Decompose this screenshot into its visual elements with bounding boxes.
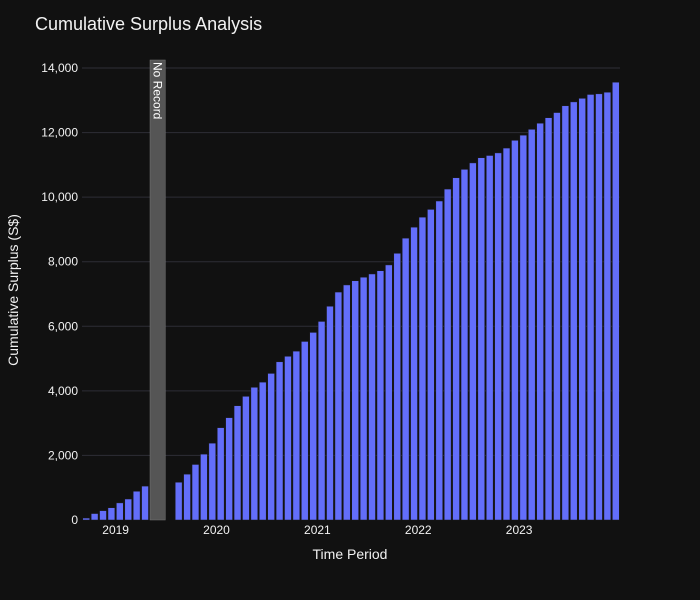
chart-title: Cumulative Surplus Analysis bbox=[35, 14, 262, 34]
bar-48 bbox=[486, 155, 494, 521]
bar-1 bbox=[90, 513, 99, 521]
y-tick-label: 14,000 bbox=[41, 61, 78, 75]
y-tick-label: 0 bbox=[71, 513, 78, 527]
bar-24 bbox=[284, 356, 292, 521]
bar-62 bbox=[603, 91, 612, 521]
x-tick-label-2020: 2020 bbox=[203, 523, 230, 537]
bar-59 bbox=[578, 98, 586, 521]
bar-26 bbox=[301, 341, 309, 521]
bar-4 bbox=[116, 502, 124, 521]
no-record-region: No Record bbox=[149, 59, 166, 521]
bar-22 bbox=[267, 373, 275, 521]
bar-18 bbox=[233, 405, 242, 521]
y-tick-label: 8,000 bbox=[48, 255, 78, 269]
bar-13 bbox=[191, 464, 200, 521]
no-record-label: No Record bbox=[151, 62, 165, 119]
bar-31 bbox=[343, 284, 351, 521]
bar-50 bbox=[502, 147, 511, 521]
bar-32 bbox=[351, 280, 359, 521]
y-axis-label: Cumulative Surplus (S$) bbox=[5, 214, 21, 366]
bar-41 bbox=[427, 209, 435, 521]
bar-60 bbox=[586, 94, 595, 521]
bar-33 bbox=[359, 276, 368, 521]
bar-45 bbox=[460, 169, 469, 521]
bar-61 bbox=[595, 93, 603, 521]
bar-36 bbox=[385, 264, 393, 521]
no-record-band bbox=[149, 59, 166, 521]
bar-34 bbox=[368, 273, 376, 521]
bar-56 bbox=[553, 112, 561, 521]
bar-52 bbox=[519, 134, 528, 521]
y-axis-ticks: 0 2,000 4,000 6,000 8,000 10,000 12,000 14,000 bbox=[41, 61, 78, 527]
bar-15 bbox=[208, 442, 216, 521]
bar-17 bbox=[225, 417, 233, 521]
bar-19 bbox=[242, 396, 250, 521]
x-tick-label-2021: 2021 bbox=[304, 523, 331, 537]
bar-39 bbox=[410, 226, 418, 521]
bar-42 bbox=[435, 200, 443, 521]
bar-0 bbox=[82, 517, 90, 521]
bar-3 bbox=[107, 507, 116, 521]
bar-11 bbox=[174, 481, 183, 521]
bar-38 bbox=[401, 237, 410, 521]
bar-16 bbox=[217, 427, 225, 521]
x-axis-label: Time Period bbox=[313, 546, 388, 562]
bar-43 bbox=[443, 188, 452, 521]
bar-6 bbox=[132, 491, 141, 521]
bar-25 bbox=[292, 350, 301, 521]
y-tick-label: 4,000 bbox=[48, 384, 78, 398]
bar-27 bbox=[309, 332, 317, 521]
bar-53 bbox=[528, 129, 536, 521]
bar-12 bbox=[183, 473, 191, 521]
y-tick-label: 2,000 bbox=[48, 448, 78, 462]
bar-47 bbox=[477, 157, 485, 521]
bar-51 bbox=[511, 140, 519, 521]
bar-37 bbox=[393, 253, 401, 521]
grid-lines bbox=[82, 67, 620, 456]
bar-21 bbox=[259, 381, 267, 521]
bar-7 bbox=[141, 485, 149, 521]
bar-30 bbox=[334, 291, 343, 521]
bar-28 bbox=[317, 321, 326, 521]
x-tick-label-2023: 2023 bbox=[506, 523, 533, 537]
bar-49 bbox=[494, 152, 502, 521]
bar-63 bbox=[612, 81, 620, 521]
bar-55 bbox=[544, 117, 553, 521]
bar-23 bbox=[275, 361, 284, 521]
bar-2 bbox=[99, 510, 107, 521]
bar-54 bbox=[536, 122, 544, 521]
bar-44 bbox=[452, 177, 460, 521]
bar-35 bbox=[376, 270, 385, 521]
x-tick-label-2019: 2019 bbox=[102, 523, 129, 537]
x-tick-label-2022: 2022 bbox=[405, 523, 432, 537]
bar-5 bbox=[124, 498, 132, 521]
bar-58 bbox=[570, 101, 578, 521]
y-tick-label: 10,000 bbox=[41, 190, 78, 204]
y-tick-label: 12,000 bbox=[41, 126, 78, 140]
bar-57 bbox=[561, 105, 570, 521]
bar-46 bbox=[469, 162, 477, 521]
bar-29 bbox=[326, 306, 334, 521]
bar-20 bbox=[250, 387, 259, 521]
bar-14 bbox=[200, 453, 208, 521]
x-axis-ticks: 2019 2020 2021 2022 2023 bbox=[102, 523, 533, 537]
bar-series bbox=[82, 81, 620, 521]
y-tick-label: 6,000 bbox=[48, 319, 78, 333]
bar-40 bbox=[418, 216, 427, 521]
